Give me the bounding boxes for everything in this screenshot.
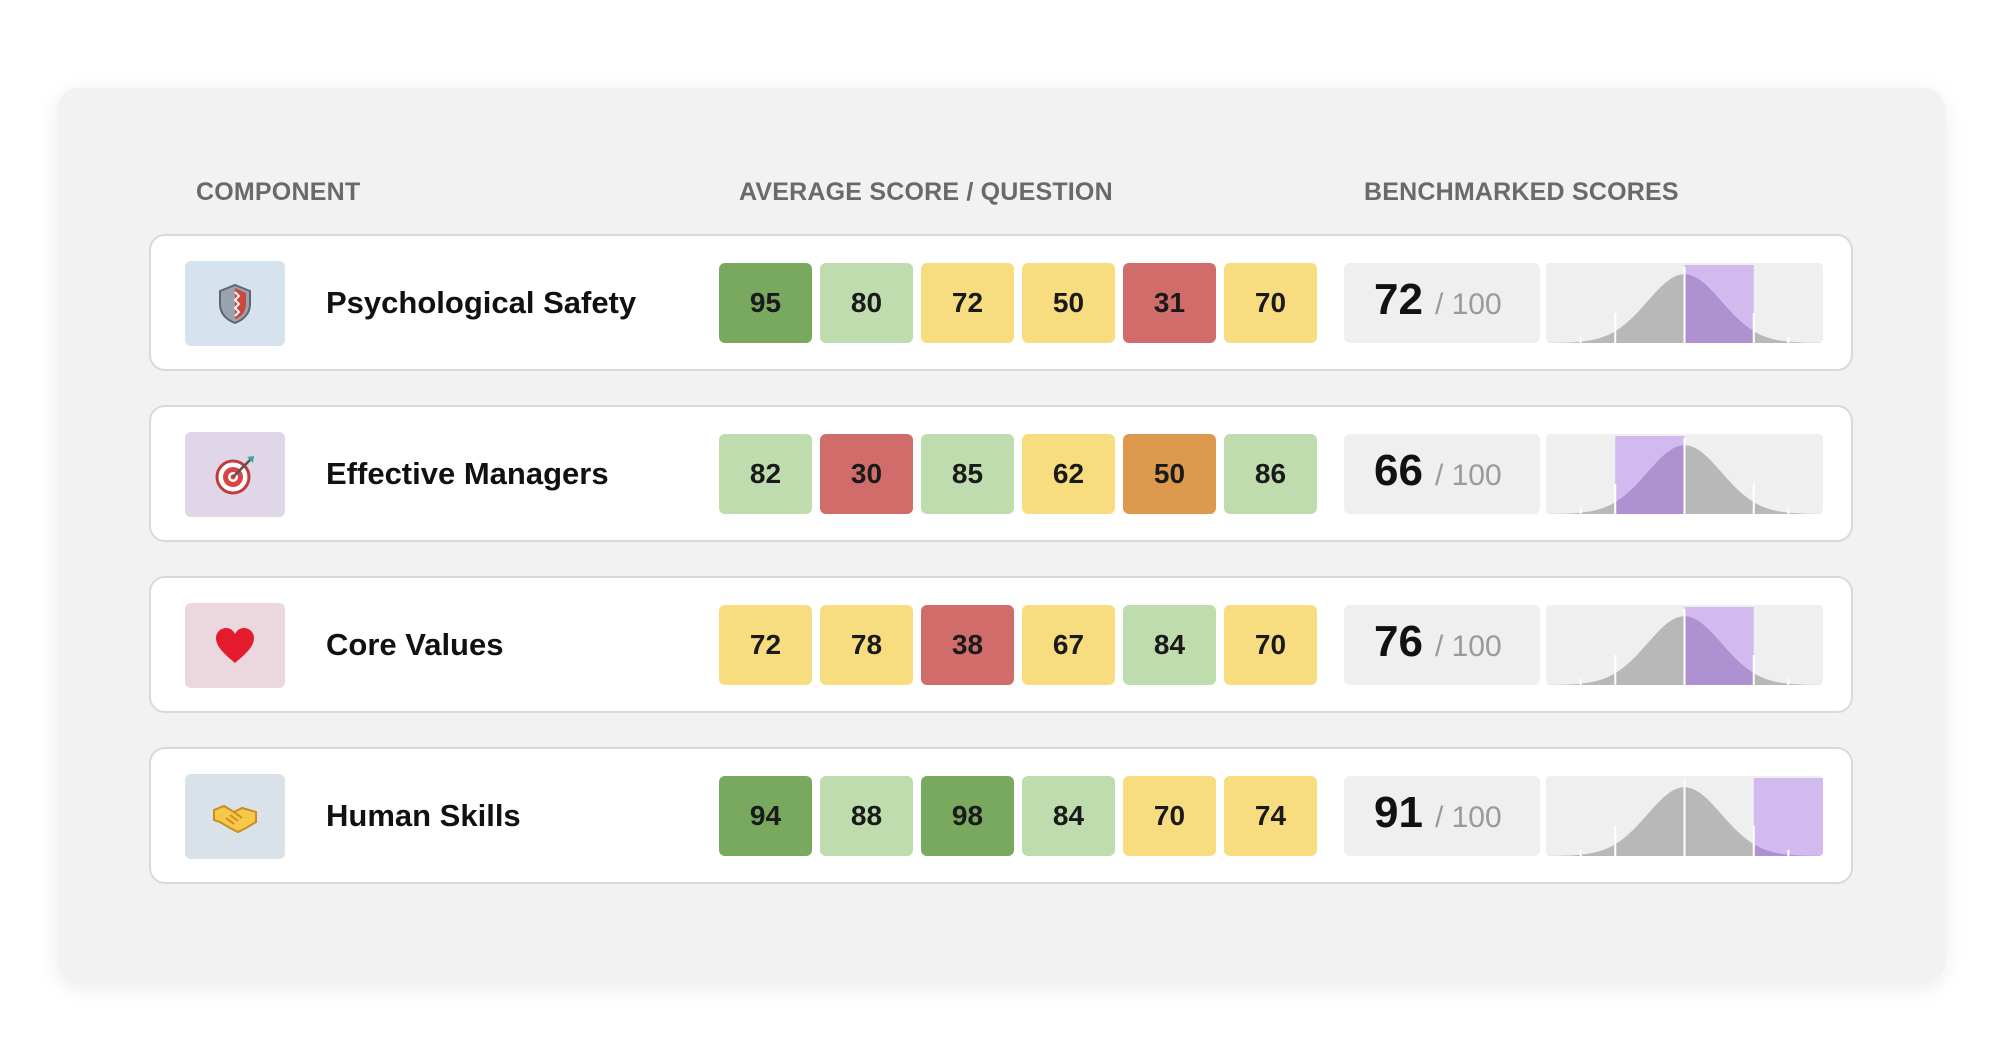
- question-score-cell[interactable]: 62: [1022, 434, 1115, 514]
- question-score-cell[interactable]: 67: [1022, 605, 1115, 685]
- benchmark-distribution-chart: [1546, 605, 1823, 685]
- heart-icon: [185, 603, 285, 688]
- question-score-cell[interactable]: 78: [820, 605, 913, 685]
- question-score-cell[interactable]: 70: [1224, 263, 1317, 343]
- benchmark-score-value: 66: [1374, 446, 1423, 495]
- component-name: Core Values: [326, 627, 504, 662]
- benchmark-score-max: / 100: [1434, 630, 1502, 663]
- question-scores: 72 78 38 67 84 70: [719, 605, 1317, 685]
- question-score-cell[interactable]: 72: [921, 263, 1014, 343]
- header-component: COMPONENT: [196, 178, 361, 206]
- benchmark-score-value: 76: [1374, 617, 1423, 666]
- component-row[interactable]: Effective Managers 82 30 85 62 50 86 66 / 100: [149, 405, 1853, 542]
- question-score-cell[interactable]: 50: [1123, 434, 1216, 514]
- component-row[interactable]: Human Skills 94 88 98 84 70 74 91 / 100: [149, 747, 1853, 884]
- benchmark-distribution-chart: [1546, 434, 1823, 514]
- question-score-cell[interactable]: 98: [921, 776, 1014, 856]
- benchmark-distribution-chart: [1546, 263, 1823, 343]
- benchmark-score: 76 / 100: [1344, 605, 1540, 685]
- question-score-cell[interactable]: 95: [719, 263, 812, 343]
- question-score-cell[interactable]: 31: [1123, 263, 1216, 343]
- question-score-cell[interactable]: 84: [1123, 605, 1216, 685]
- question-score-cell[interactable]: 88: [820, 776, 913, 856]
- component-name: Effective Managers: [326, 456, 609, 491]
- question-score-cell[interactable]: 86: [1224, 434, 1317, 514]
- question-score-cell[interactable]: 38: [921, 605, 1014, 685]
- question-score-cell[interactable]: 74: [1224, 776, 1317, 856]
- component-name: Human Skills: [326, 798, 521, 833]
- benchmark-score: 91 / 100: [1344, 776, 1540, 856]
- handshake-icon: [185, 774, 285, 859]
- benchmark-score-max: / 100: [1434, 801, 1502, 834]
- question-score-cell[interactable]: 82: [719, 434, 812, 514]
- shield-icon: [185, 261, 285, 346]
- component-row[interactable]: Psychological Safety 95 80 72 50 31 70 72/ 100: [149, 234, 1853, 371]
- question-scores: 82 30 85 62 50 86: [719, 434, 1317, 514]
- benchmark-distribution-chart: [1546, 776, 1823, 856]
- benchmark-score-value: 91: [1374, 788, 1423, 837]
- header-benchmarked-scores: BENCHMARKED SCORES: [1364, 178, 1679, 206]
- header-average-score: AVERAGE SCORE / QUESTION: [739, 178, 1113, 206]
- benchmark-highlight-band: [1684, 265, 1754, 343]
- question-score-cell[interactable]: 72: [719, 605, 812, 685]
- question-score-cell[interactable]: 85: [921, 434, 1014, 514]
- question-score-cell[interactable]: 80: [820, 263, 913, 343]
- question-score-cell[interactable]: 70: [1123, 776, 1216, 856]
- question-scores: 94 88 98 84 70 74: [719, 776, 1317, 856]
- benchmark-highlight-band: [1753, 778, 1823, 856]
- question-score-cell[interactable]: 50: [1022, 263, 1115, 343]
- question-score-cell[interactable]: 70: [1224, 605, 1317, 685]
- benchmark-score-max: / 100: [1434, 288, 1502, 321]
- question-score-cell[interactable]: 84: [1022, 776, 1115, 856]
- component-name: Psychological Safety: [326, 285, 637, 320]
- target-icon: [185, 432, 285, 517]
- question-score-cell[interactable]: 94: [719, 776, 812, 856]
- benchmark-score-max: / 100: [1434, 459, 1502, 492]
- question-score-cell[interactable]: 30: [820, 434, 913, 514]
- benchmark-highlight-band: [1684, 607, 1754, 685]
- benchmark-score-value: 72: [1374, 275, 1423, 324]
- question-scores: 95 80 72 50 31 70: [719, 263, 1317, 343]
- benchmark-score: 72 / 100: [1344, 263, 1540, 343]
- benchmark-score: 66 / 100: [1344, 434, 1540, 514]
- component-row[interactable]: Core Values 72 78 38 67 84 70 76 / 100: [149, 576, 1853, 713]
- benchmark-highlight-band: [1615, 436, 1685, 514]
